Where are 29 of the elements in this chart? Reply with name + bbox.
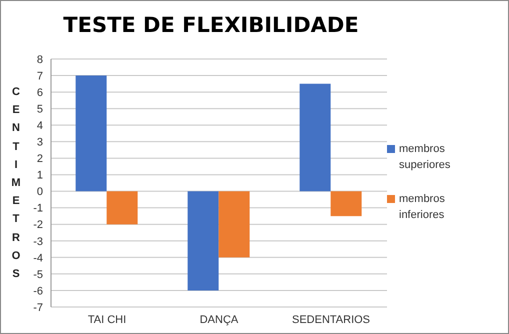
x-tick-label: SEDENTARIOS bbox=[292, 314, 370, 326]
y-tick-label: -7 bbox=[33, 302, 43, 314]
text: CENTIMETROS bbox=[11, 86, 21, 280]
x-tick-label: TAI CHI bbox=[88, 314, 126, 326]
bar bbox=[330, 191, 362, 216]
y-tick-label: -1 bbox=[33, 202, 43, 215]
y-tick-label: 6 bbox=[36, 86, 43, 99]
y-tick-label: -2 bbox=[33, 219, 43, 232]
y-tick-label: 4 bbox=[36, 120, 43, 132]
y-tick-label: 5 bbox=[36, 104, 43, 116]
x-tick-label: DANÇA bbox=[200, 314, 239, 326]
chart-title: TESTE DE FLEXIBILIDADE bbox=[62, 13, 360, 37]
y-tick-label: -4 bbox=[33, 252, 43, 264]
y-tick-label: 2 bbox=[36, 153, 43, 166]
y-tick-label: -3 bbox=[33, 236, 43, 248]
bar bbox=[218, 191, 250, 258]
bar bbox=[300, 84, 331, 192]
bar bbox=[76, 76, 107, 192]
bar bbox=[188, 191, 219, 290]
y-tick-label: 1 bbox=[36, 170, 43, 182]
y-tick-label: -6 bbox=[33, 285, 43, 298]
y-tick-label: 3 bbox=[36, 136, 43, 149]
y-tick-label: 7 bbox=[36, 70, 43, 82]
bar bbox=[106, 191, 138, 224]
y-tick-label: -5 bbox=[33, 268, 43, 281]
legend-label: membros superiores bbox=[399, 142, 452, 173]
y-tick-label: 8 bbox=[36, 54, 43, 66]
legend-label: membros inferiores bbox=[399, 192, 446, 223]
y-tick-label: 0 bbox=[36, 186, 43, 198]
